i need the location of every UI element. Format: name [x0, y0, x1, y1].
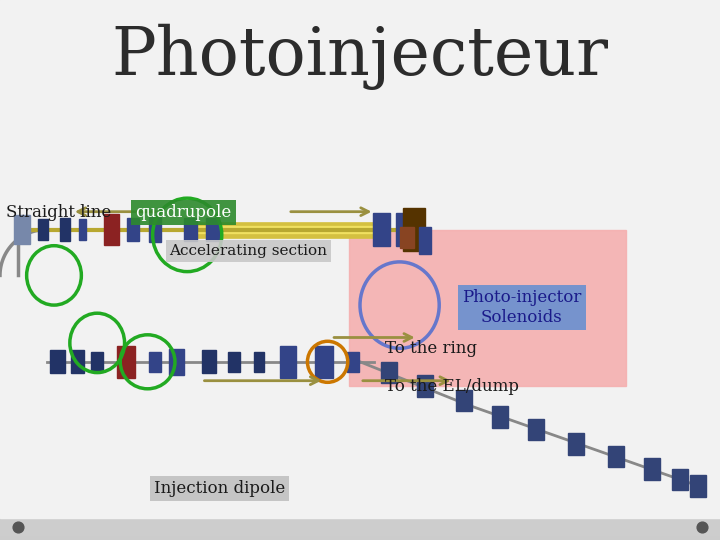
- Bar: [206, 218, 219, 241]
- Bar: [14, 214, 30, 244]
- Bar: [91, 352, 103, 372]
- Bar: [373, 213, 390, 246]
- Bar: [169, 349, 184, 375]
- Text: Injection dipole: Injection dipole: [154, 480, 285, 497]
- Bar: [79, 219, 86, 240]
- Bar: [202, 350, 216, 373]
- Text: Photoinjecteur: Photoinjecteur: [112, 24, 608, 90]
- Bar: [417, 375, 433, 397]
- Bar: [690, 475, 706, 497]
- Bar: [396, 213, 410, 246]
- Bar: [456, 390, 472, 411]
- Bar: [38, 219, 48, 240]
- Bar: [254, 352, 264, 372]
- Bar: [528, 418, 544, 440]
- Text: To the EL/dump: To the EL/dump: [385, 377, 519, 395]
- Bar: [672, 469, 688, 490]
- Point: [696, 522, 708, 531]
- Text: Straight line: Straight line: [6, 204, 112, 221]
- Bar: [419, 227, 431, 254]
- Bar: [149, 352, 161, 372]
- Bar: [50, 350, 65, 373]
- Bar: [347, 352, 359, 372]
- Bar: [60, 218, 70, 241]
- Bar: [381, 362, 397, 383]
- Bar: [403, 208, 425, 251]
- Bar: [228, 352, 240, 372]
- Bar: [644, 458, 660, 480]
- Bar: [71, 350, 84, 373]
- Point: [12, 522, 24, 531]
- Bar: [492, 406, 508, 428]
- Bar: [117, 346, 135, 378]
- Bar: [400, 227, 414, 248]
- Bar: [184, 218, 197, 241]
- Bar: [149, 217, 161, 242]
- Text: To the ring: To the ring: [385, 340, 477, 357]
- Text: Photo-injector
Solenoids: Photo-injector Solenoids: [462, 289, 582, 326]
- Bar: [568, 433, 584, 455]
- Bar: [280, 346, 296, 378]
- Bar: [608, 446, 624, 467]
- Bar: [127, 218, 139, 241]
- Bar: [315, 346, 333, 378]
- Bar: [104, 214, 119, 245]
- Text: Accelerating section: Accelerating section: [169, 244, 328, 258]
- Bar: [349, 230, 626, 386]
- Text: quadrupole: quadrupole: [135, 204, 232, 221]
